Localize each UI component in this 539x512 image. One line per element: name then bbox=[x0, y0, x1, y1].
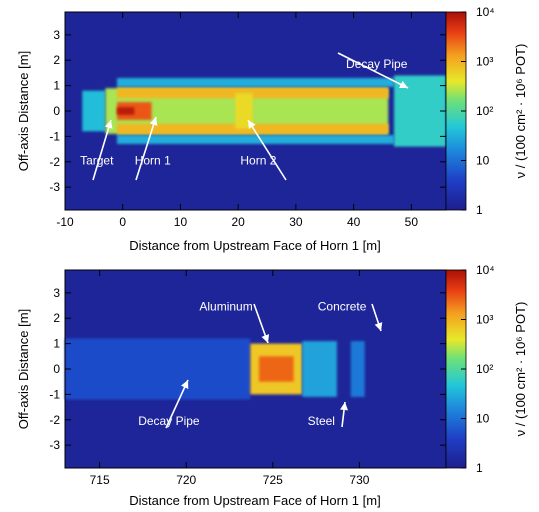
y-tick-label: 3 bbox=[53, 28, 60, 42]
x-tick-label: -10 bbox=[56, 215, 74, 229]
heatmap-region-0 bbox=[65, 338, 251, 400]
x-tick-label: 715 bbox=[90, 473, 110, 487]
colorbar-tick-label: 1 bbox=[476, 203, 483, 217]
y-tick-label: -1 bbox=[49, 129, 60, 143]
top-x-axis-label: Distance from Upstream Face of Horn 1 [m… bbox=[129, 238, 380, 253]
heatmap-region-4 bbox=[117, 78, 395, 87]
y-tick-label: 0 bbox=[53, 362, 60, 376]
annotation-label: Decay Pipe bbox=[346, 57, 408, 71]
y-tick-label: -3 bbox=[49, 438, 60, 452]
top-y-axis-label: Off-axis Distance [m] bbox=[16, 51, 31, 171]
heatmap-region-8 bbox=[235, 93, 253, 129]
bottom-heatmap-plot-area bbox=[65, 270, 446, 468]
y-tick-label: 0 bbox=[53, 104, 60, 118]
bottom-heatmap-panel: 715 720 725 730 -3 -2 -1 0 1 2 3 Distance from Up… bbox=[16, 263, 528, 508]
annotation-label: Horn 2 bbox=[240, 153, 276, 167]
annotation-label: Steel bbox=[308, 414, 335, 428]
x-tick-label: 40 bbox=[347, 215, 361, 229]
y-tick-label: -2 bbox=[49, 155, 60, 169]
top-heatmap-plot-area bbox=[65, 12, 446, 210]
heatmap-region-2 bbox=[259, 356, 294, 382]
y-tick-label: 2 bbox=[53, 311, 60, 325]
colorbar-tick-label: 10⁴ bbox=[476, 263, 495, 277]
x-tick-label: 50 bbox=[405, 215, 419, 229]
bottom-y-axis-ticks: -3 -2 -1 0 1 2 3 bbox=[49, 286, 446, 452]
annotation-arrowhead bbox=[248, 120, 256, 129]
top-colorbar-ticks: 1 10 10² 10³ 10⁴ bbox=[461, 5, 495, 217]
colorbar-tick-label: 10 bbox=[476, 412, 490, 426]
bottom-colorbar-label: ν / (100 cm² · 10⁶ POT) bbox=[513, 302, 528, 437]
top-y-axis-ticks: -3 -2 -1 0 1 2 3 bbox=[49, 28, 446, 194]
annotation-label: Concrete bbox=[318, 300, 367, 314]
annotation-arrowhead bbox=[261, 334, 270, 343]
heatmap-region-3 bbox=[302, 341, 337, 397]
bottom-y-axis-label: Off-axis Distance [m] bbox=[16, 309, 31, 429]
bottom-colorbar-ticks: 1 10 10² 10³ 10⁴ bbox=[461, 263, 495, 475]
annotation-arrowhead bbox=[149, 117, 158, 126]
annotation-label: Aluminum bbox=[199, 300, 252, 314]
y-tick-label: 2 bbox=[53, 53, 60, 67]
y-tick-label: -2 bbox=[49, 413, 60, 427]
heatmap-region-3 bbox=[117, 123, 389, 136]
x-tick-label: 20 bbox=[232, 215, 246, 229]
heatmap-region-0 bbox=[82, 90, 106, 132]
heatmap-region-4 bbox=[350, 341, 365, 397]
y-tick-label: 3 bbox=[53, 286, 60, 300]
x-tick-label: 730 bbox=[349, 473, 369, 487]
annotation-arrowhead bbox=[340, 402, 349, 411]
x-tick-label: 30 bbox=[289, 215, 303, 229]
heatmap-region-7 bbox=[117, 107, 135, 115]
y-tick-label: -3 bbox=[49, 180, 60, 194]
annotation-arrow bbox=[92, 119, 112, 181]
colorbar-tick-label: 10³ bbox=[476, 55, 493, 69]
annotation-arrowhead bbox=[399, 80, 408, 88]
annotation-arrow bbox=[337, 52, 409, 89]
annotation-label: Target bbox=[80, 153, 114, 167]
annotation-arrowhead bbox=[104, 120, 113, 129]
x-tick-label: 10 bbox=[174, 215, 188, 229]
annotation-arrow bbox=[165, 379, 189, 429]
colorbar-tick-label: 10² bbox=[476, 362, 493, 376]
annotation-arrowhead bbox=[181, 380, 189, 389]
x-tick-label: 725 bbox=[263, 473, 283, 487]
x-tick-label: 0 bbox=[119, 215, 126, 229]
heatmap-region-2 bbox=[117, 86, 389, 99]
colorbar-tick-label: 10³ bbox=[476, 313, 493, 327]
top-x-axis-ticks: -10 0 10 20 30 40 50 bbox=[56, 12, 418, 229]
annotation-arrow bbox=[247, 119, 287, 181]
y-tick-label: 1 bbox=[53, 79, 60, 93]
colorbar-tick-label: 1 bbox=[476, 461, 483, 475]
annotation-arrowhead bbox=[374, 322, 383, 331]
heatmap-region-5 bbox=[117, 135, 395, 144]
y-tick-label: 1 bbox=[53, 337, 60, 351]
y-tick-label: -1 bbox=[49, 387, 60, 401]
top-colorbar-label: ν / (100 cm² · 10⁶ POT) bbox=[513, 44, 528, 179]
colorbar-tick-label: 10 bbox=[476, 154, 490, 168]
bottom-x-axis-ticks: 715 720 725 730 bbox=[90, 270, 370, 487]
colorbar-tick-label: 10² bbox=[476, 104, 493, 118]
bottom-x-axis-label: Distance from Upstream Face of Horn 1 [m… bbox=[129, 493, 380, 508]
x-tick-label: 720 bbox=[176, 473, 196, 487]
colorbar-tick-label: 10⁴ bbox=[476, 5, 495, 19]
annotation-arrow bbox=[135, 116, 157, 181]
